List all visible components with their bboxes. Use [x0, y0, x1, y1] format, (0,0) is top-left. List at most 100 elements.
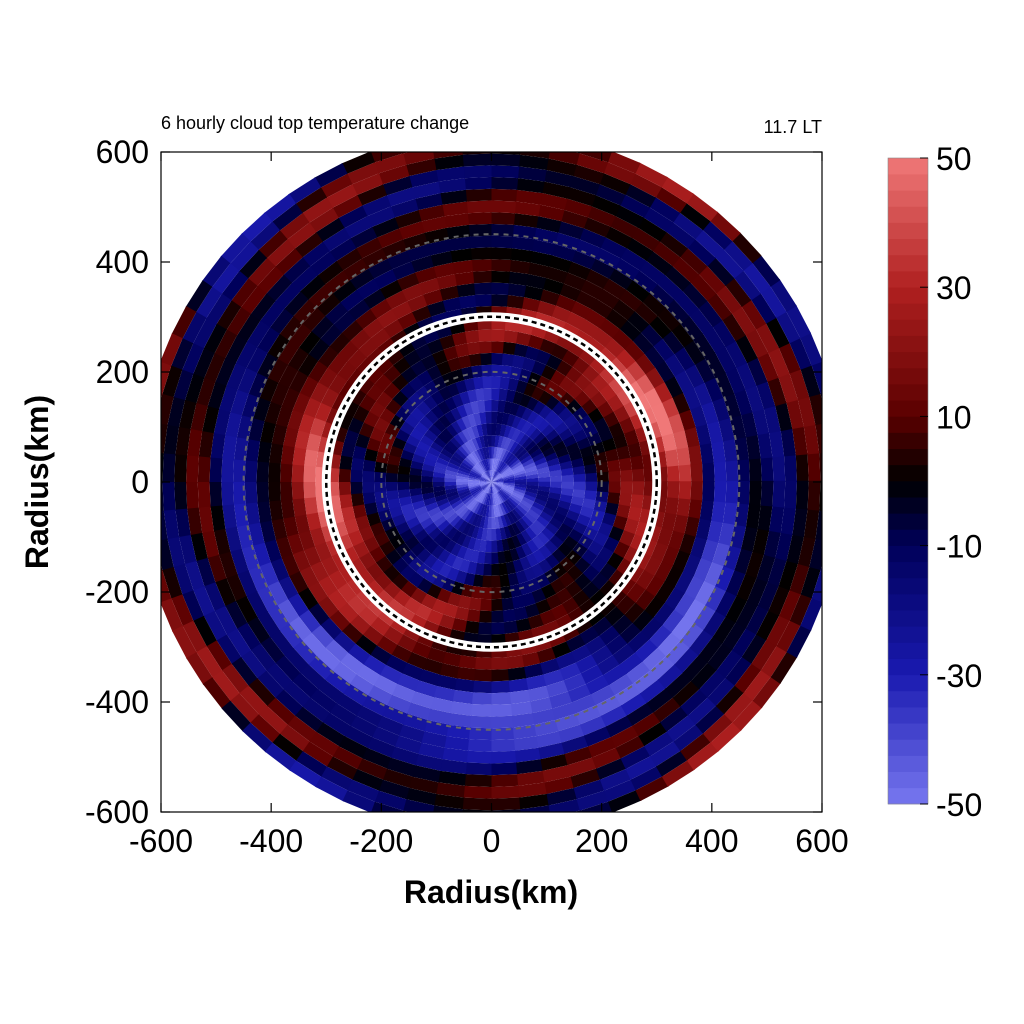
heatmap-cell: [490, 212, 516, 225]
heatmap-cell: [687, 741, 720, 771]
heatmap-cell: [566, 398, 582, 415]
heatmap-cell: [735, 600, 759, 629]
heatmap-cell: [472, 692, 493, 705]
heatmap-cell: [673, 513, 689, 534]
heatmap-cell: [444, 410, 457, 425]
heatmap-cell: [620, 481, 633, 495]
heatmap-cell: [459, 464, 472, 473]
heatmap-cell: [614, 683, 641, 706]
heatmap-cell: [468, 353, 482, 367]
heatmap-cell: [705, 585, 727, 612]
heatmap-cell: [283, 681, 312, 708]
heatmap-cell: [567, 564, 584, 581]
heatmap-cell: [244, 482, 258, 505]
heatmap-cell: [256, 266, 284, 295]
heatmap-cell: [566, 382, 583, 399]
heatmap-cell: [619, 319, 642, 341]
heatmap-cell: [469, 597, 482, 611]
heatmap-cell: [554, 421, 569, 435]
heatmap-cell: [163, 509, 180, 541]
heatmap-cell: [468, 512, 477, 525]
heatmap-cell: [237, 622, 262, 652]
heatmap-cell: [220, 233, 251, 265]
heatmap-cell: [582, 497, 596, 510]
heatmap-cell: [645, 366, 665, 389]
heatmap-cell: [257, 611, 281, 638]
heatmap-cell: [195, 286, 222, 319]
heatmap-cell: [362, 482, 375, 494]
heatmap-cell: [339, 455, 353, 471]
heatmap-cell: [521, 592, 537, 607]
heatmap-cell: [804, 508, 820, 539]
heatmap-cell: [434, 494, 448, 503]
heatmap-cell: [327, 756, 359, 781]
heatmap-cell: [468, 474, 481, 479]
heatmap-cell: [595, 490, 609, 503]
heatmap-cell: [491, 470, 493, 482]
colorbar-band: [888, 190, 928, 207]
heatmap-cell: [435, 274, 457, 290]
heatmap-cell: [666, 714, 697, 742]
heatmap-cell: [481, 474, 492, 482]
heatmap-cell: [161, 393, 163, 400]
heatmap-cell: [280, 482, 293, 502]
heatmap-cell: [296, 751, 329, 778]
heatmap-cell: [333, 311, 356, 334]
heatmap-cell: [482, 447, 488, 460]
heatmap-cell: [316, 293, 341, 317]
heatmap-cell: [778, 559, 799, 591]
heatmap-cell: [511, 415, 522, 429]
heatmap-cell: [421, 487, 434, 495]
heatmap-cell: [582, 422, 598, 438]
heatmap-cell: [207, 554, 227, 584]
heatmap-cell: [632, 270, 658, 294]
heatmap-cell: [468, 482, 480, 485]
heatmap-cell: [469, 235, 492, 249]
heatmap-cell: [469, 486, 481, 492]
heatmap-cell: [269, 308, 294, 335]
heatmap-cell: [684, 363, 705, 388]
heatmap-cell: [422, 289, 443, 306]
heatmap-cell: [585, 635, 607, 655]
heatmap-cell: [466, 426, 476, 440]
heatmap-cell: [245, 502, 261, 526]
heatmap-cell: [288, 177, 322, 205]
heatmap-cell: [807, 480, 821, 511]
heatmap-cell: [496, 539, 504, 553]
heatmap-cell: [495, 447, 501, 460]
heatmap-cell: [337, 205, 368, 229]
heatmap-cell: [493, 446, 498, 459]
heatmap-cell: [479, 539, 487, 553]
heatmap-cell: [197, 456, 211, 484]
heatmap-cell: [524, 491, 537, 499]
heatmap-cell: [266, 663, 293, 691]
colorbar-band: [888, 206, 928, 223]
heatmap-cell: [390, 301, 412, 320]
heatmap-cell: [466, 750, 493, 764]
heatmap-cell: [459, 391, 471, 405]
heatmap-cell: [347, 595, 368, 616]
heatmap-cell: [397, 473, 410, 483]
heatmap-cell: [491, 473, 501, 482]
heatmap-cell: [591, 644, 614, 665]
heatmap-cell: [491, 517, 496, 529]
heatmap-cell: [379, 664, 403, 685]
heatmap-cell: [433, 686, 456, 702]
heatmap-cell: [414, 529, 429, 543]
heatmap-cell: [596, 471, 609, 482]
heatmap-cell: [172, 625, 198, 660]
heatmap-cell: [491, 411, 498, 424]
heatmap-cell: [506, 512, 516, 525]
colorbar-band: [888, 481, 928, 498]
heatmap-cell: [387, 757, 417, 777]
heatmap-cell: [473, 502, 482, 514]
heatmap-cell: [586, 206, 616, 227]
heatmap-cell: [473, 412, 482, 426]
heatmap-cell: [532, 549, 546, 564]
heatmap-cell: [429, 250, 453, 267]
heatmap-cell: [185, 280, 213, 313]
heatmap-cell: [392, 557, 409, 574]
heatmap-cell: [503, 477, 515, 481]
heatmap-cell: [358, 606, 379, 627]
heatmap-cell: [447, 592, 462, 607]
